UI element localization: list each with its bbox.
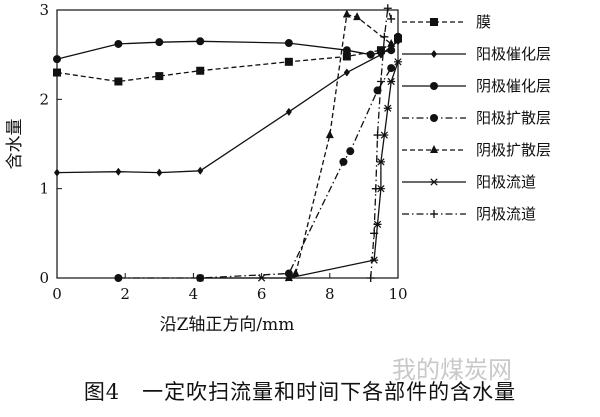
legend-label: 阴极流道	[476, 205, 536, 223]
legend-label: 阳极流道	[476, 173, 536, 191]
legend-label: 膜	[476, 13, 491, 31]
y-tick-label: 0	[39, 269, 49, 287]
legend-label: 阴极扩散层	[476, 141, 551, 159]
legend-marker	[431, 50, 437, 58]
legend-item-1: 阳极催化层	[402, 45, 551, 63]
data-point	[376, 77, 385, 86]
data-point	[373, 86, 382, 95]
data-point	[353, 12, 362, 21]
series-4	[284, 9, 396, 281]
y-axis-title: 含水量	[5, 119, 25, 170]
legend-item-0: 膜	[402, 13, 491, 31]
legend-marker	[430, 145, 438, 153]
data-point	[342, 46, 351, 55]
data-point	[376, 46, 385, 55]
series-line	[200, 61, 399, 279]
x-tick-label: 2	[120, 285, 130, 303]
x-tick-label: 10	[388, 285, 407, 303]
data-point	[387, 14, 396, 23]
legend-label: 阳极扩散层	[476, 109, 551, 127]
data-point	[380, 32, 389, 41]
legend-item-4: 阴极扩散层	[402, 141, 551, 159]
data-point	[342, 52, 351, 61]
data-point	[284, 57, 293, 66]
data-point	[387, 46, 396, 55]
data-point	[346, 147, 355, 156]
plot-frame	[56, 9, 399, 279]
data-point	[115, 167, 122, 176]
legend-item-6: 阴极流道	[402, 205, 536, 223]
legend-marker	[430, 114, 438, 122]
data-point	[380, 131, 389, 139]
series-5	[196, 58, 402, 282]
x-axis-title: 沿Z轴正方向/mm	[160, 315, 295, 335]
data-point	[196, 37, 205, 46]
y-tick-label: 2	[39, 90, 49, 108]
legend-item-2: 阴极催化层	[402, 77, 551, 95]
x-tick-label: 6	[257, 285, 267, 303]
series-1	[54, 37, 401, 177]
data-point	[387, 77, 396, 86]
y-tick-label: 1	[39, 180, 49, 198]
legend-marker	[430, 178, 438, 186]
data-point	[284, 273, 293, 281]
legend-marker	[430, 18, 438, 26]
data-point	[366, 50, 375, 59]
legend-label: 阳极催化层	[476, 45, 551, 63]
data-point	[343, 68, 350, 77]
legend-marker	[430, 82, 438, 90]
data-point	[325, 130, 334, 139]
data-point	[196, 66, 205, 75]
legend-marker	[430, 210, 438, 218]
data-point	[383, 4, 392, 13]
series-line	[56, 40, 399, 174]
data-point	[291, 268, 300, 277]
data-point	[342, 9, 351, 18]
x-tick-label: 8	[325, 285, 335, 303]
data-point	[373, 131, 382, 140]
data-point	[339, 157, 348, 166]
legend-item-5: 阳极流道	[402, 173, 536, 191]
y-tick-label: 3	[39, 1, 49, 19]
data-point	[387, 64, 396, 73]
watermark-text: 我的煤炭网	[392, 356, 512, 384]
data-point	[155, 72, 164, 81]
x-tick-label: 0	[52, 285, 62, 303]
figure-caption: 图4 一定吹扫流量和时间下各部件的含水量	[83, 380, 517, 404]
data-point	[156, 168, 163, 177]
data-point	[284, 39, 293, 48]
data-point	[371, 184, 380, 193]
axis-ticks: 0 2 4 6 8 10 0 1 2 3	[39, 1, 407, 303]
data-point	[197, 166, 204, 175]
data-point	[383, 104, 392, 112]
series-line	[288, 13, 392, 279]
data-point	[285, 107, 292, 116]
legend-label: 阴极催化层	[476, 77, 551, 95]
series-2	[53, 32, 402, 64]
x-tick-label: 4	[189, 285, 199, 303]
data-point	[376, 158, 385, 166]
series-line	[370, 8, 392, 279]
plot-area	[53, 4, 402, 282]
data-point	[387, 38, 396, 47]
legend-item-3: 阳极扩散层	[402, 109, 551, 127]
data-point	[114, 39, 123, 48]
series-line	[56, 38, 399, 83]
data-point	[114, 77, 123, 86]
data-point	[155, 38, 164, 47]
data-point	[370, 229, 379, 238]
